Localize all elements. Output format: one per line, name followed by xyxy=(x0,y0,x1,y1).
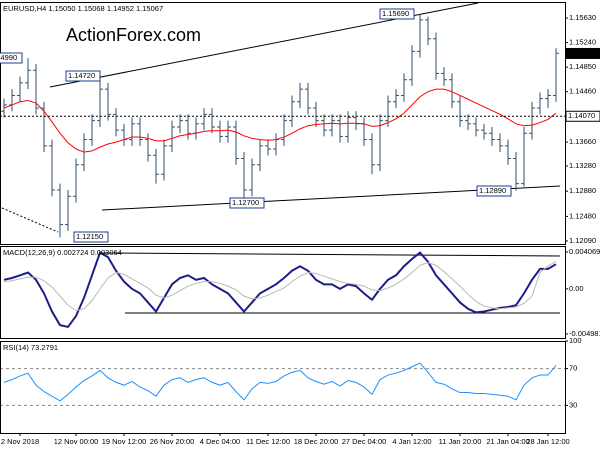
price-marker-label: 1.15067 xyxy=(568,48,595,57)
y-tick-label: 0.00 xyxy=(569,284,584,293)
x-tick-label: 18 Dec 20:00 xyxy=(294,437,339,446)
annotation-label: 1.14720 xyxy=(68,71,95,80)
annotation-box xyxy=(379,8,415,20)
x-tick-label: 4 Dec 04:00 xyxy=(200,437,240,446)
plot-area xyxy=(1,362,565,406)
annotation-label: 1.12890 xyxy=(479,186,506,195)
x-tick-label: 27 Dec 04:00 xyxy=(342,437,387,446)
panel-title: RSI(14) 73.2791 xyxy=(3,343,58,352)
annotation-label: 1.14990 xyxy=(0,53,17,62)
indicator-line xyxy=(3,251,557,329)
x-tick-label: 26 Nov 20:00 xyxy=(150,437,195,446)
x-tick-label: 2 Nov 2018 xyxy=(1,437,39,446)
annotation-label: 1.12700 xyxy=(232,198,259,207)
x-tick-label: 21 Jan 04:00 xyxy=(486,437,529,446)
panel-title: EURUSD,H4 1.15050 1.15068 1.14952 1.1506… xyxy=(3,4,163,13)
y-tick-label: 1.13660 xyxy=(569,137,596,146)
price-marker-box xyxy=(565,110,600,122)
panel-border xyxy=(0,341,566,434)
x-tick-label: 28 Jan 12:00 xyxy=(526,437,569,446)
y-tick-label: 1.12480 xyxy=(569,211,596,220)
y-tick-label: 1.13280 xyxy=(569,161,596,170)
x-tick-label: 19 Nov 12:00 xyxy=(102,437,147,446)
x-tick-label: 11 Dec 12:00 xyxy=(246,437,290,446)
y-tick-label: 1.15630 xyxy=(569,13,596,22)
y-tick-label: -0.004981 xyxy=(569,329,600,338)
indicator-line xyxy=(3,88,557,153)
y-tick-label: 30 xyxy=(569,400,577,409)
y-tick-label: 1.12090 xyxy=(569,236,596,245)
y-tick-label: 70 xyxy=(569,364,577,373)
panel-border xyxy=(0,2,566,245)
y-tick-label: 1.15240 xyxy=(569,38,596,47)
plot-area xyxy=(1,14,565,238)
panel-border xyxy=(0,246,566,339)
annotation-box xyxy=(65,70,101,82)
y-tick-label: 0.004069 xyxy=(569,247,600,256)
annotation-label: 1.12150 xyxy=(76,232,103,241)
panel-title: MACD(12,26,9) 0.002724 0.003064 xyxy=(3,248,122,257)
y-tick-label: 100 xyxy=(569,336,582,345)
price-marker-box xyxy=(565,47,600,59)
x-tick-label: 12 Nov 00:00 xyxy=(54,437,99,446)
x-tick-label: 4 Jan 12:00 xyxy=(392,437,431,446)
indicator-line xyxy=(3,362,557,402)
x-tick-label: 11 Jan 20:00 xyxy=(439,437,482,446)
annotation-box xyxy=(476,185,512,197)
y-tick-label: 1.14460 xyxy=(569,87,596,96)
annotation-box xyxy=(0,52,23,64)
macd-trend-line xyxy=(99,252,561,257)
price-marker-label: 1.14070 xyxy=(568,111,595,120)
indicator-line xyxy=(3,260,557,312)
plot-area xyxy=(3,251,557,329)
y-tick-label: 1.12880 xyxy=(569,186,596,195)
watermark: ActionForex.com xyxy=(66,25,201,45)
y-tick-label: 1.14850 xyxy=(569,62,596,71)
annotation-label: 1.15690 xyxy=(382,9,409,18)
annotation-box xyxy=(229,197,265,209)
annotation-box xyxy=(73,231,109,243)
